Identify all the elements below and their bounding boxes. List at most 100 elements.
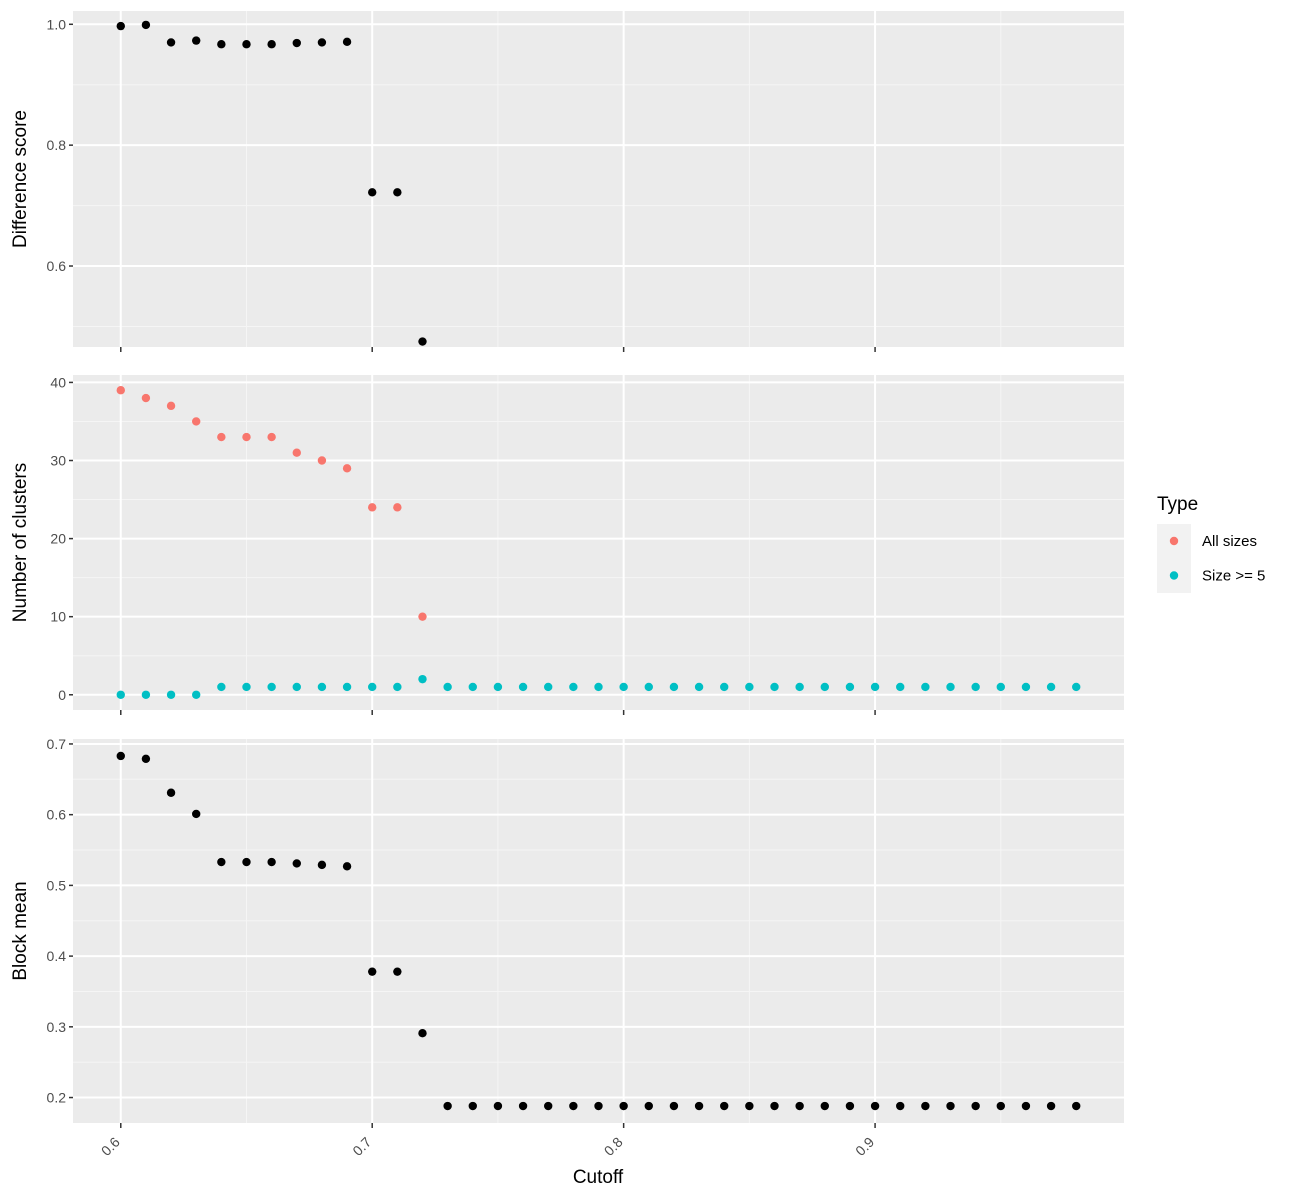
data-point [192,417,201,426]
data-point [644,682,653,692]
data-point [870,682,880,692]
legend: Type All sizes Size >= 5 [1157,494,1265,593]
data-point [116,751,125,761]
y-tick-label: 0.6 [47,258,67,274]
legend-key-background [1157,524,1191,593]
data-point [569,1101,578,1111]
y-tick-label: 0.8 [47,137,67,153]
data-point [720,1101,729,1111]
data-point [1021,1101,1031,1111]
data-point [342,464,352,473]
data-point [418,337,427,346]
data-point [1046,1101,1056,1111]
data-point [946,682,955,692]
data-point [619,682,628,692]
data-point [368,967,377,976]
data-point [317,860,327,870]
data-point [166,38,176,47]
data-point [192,690,201,699]
y-tick-label: 0.3 [47,1019,67,1035]
data-point [116,21,125,31]
data-point [518,1101,528,1111]
data-point [619,1101,628,1111]
data-point [192,36,201,45]
data-point [845,682,855,692]
data-point [795,1101,804,1111]
y-tick-label: 0.4 [47,948,67,964]
data-point [896,682,905,692]
y-tick-label: 0.7 [47,736,67,752]
data-point [594,1101,603,1111]
data-point [166,788,176,797]
legend-title: Type [1157,494,1198,515]
data-point [493,1101,503,1111]
panel-background [73,375,1124,710]
data-point [896,1101,905,1111]
data-point [342,862,352,871]
data-point [267,857,276,867]
data-point [1046,682,1056,692]
data-point [267,432,276,442]
data-point [141,754,151,764]
data-point [745,682,754,692]
data-point [342,37,352,47]
x-tick-label: 0.8 [601,1134,626,1159]
panel-background [73,739,1124,1123]
data-point [267,40,276,49]
data-point [921,1101,930,1111]
y-tick-label: 0.6 [47,807,67,823]
data-point [242,40,251,49]
data-point [192,809,201,819]
y-tick-label: 20 [50,531,66,547]
x-tick-label: 0.7 [349,1134,374,1159]
data-point [368,188,377,197]
data-point [242,857,251,867]
y-axis-title: Difference score [10,110,31,248]
data-point [1021,682,1031,692]
data-point [971,682,980,692]
y-tick-label: 10 [50,609,66,625]
y-axis-title: Block mean [10,881,31,980]
x-tick-label: 0.9 [852,1134,877,1159]
data-point [996,682,1005,692]
data-point [141,393,151,403]
legend-label: All sizes [1202,533,1257,550]
data-point [544,682,553,692]
data-point [418,612,427,621]
y-axis-title: Number of clusters [10,463,31,622]
data-point [368,682,377,692]
data-point [292,859,301,868]
y-tick-label: 1.0 [47,16,67,32]
data-point [418,674,427,684]
data-point [644,1101,653,1111]
data-point [418,1028,427,1038]
y-tick-label: 40 [50,374,66,390]
data-point [267,682,276,692]
data-point [493,682,503,692]
data-point [694,682,704,692]
data-point [795,682,804,692]
panel-3: 0.2 0.3 0.4 0.5 0.6 0.7 Block mean [10,736,1124,1128]
data-point [946,1101,955,1111]
data-point [468,1101,477,1111]
data-point [393,503,402,512]
data-point [669,1101,679,1111]
x-axis-title: Cutoff [573,1167,624,1188]
data-point [820,682,829,692]
data-point [544,1101,553,1111]
data-point [141,690,151,699]
data-point [393,188,402,197]
data-point [921,682,930,692]
data-point [468,682,477,692]
data-point [393,967,402,976]
legend-label: Size >= 5 [1202,568,1265,585]
panel-2: 0 10 20 30 40 Number of clusters [10,374,1124,715]
y-tick-label: 0.5 [47,877,67,893]
data-point [770,1101,779,1111]
y-tick-label: 30 [50,453,66,469]
data-point [217,682,226,692]
data-point [317,38,327,47]
data-point [996,1101,1005,1111]
data-point [166,690,176,699]
